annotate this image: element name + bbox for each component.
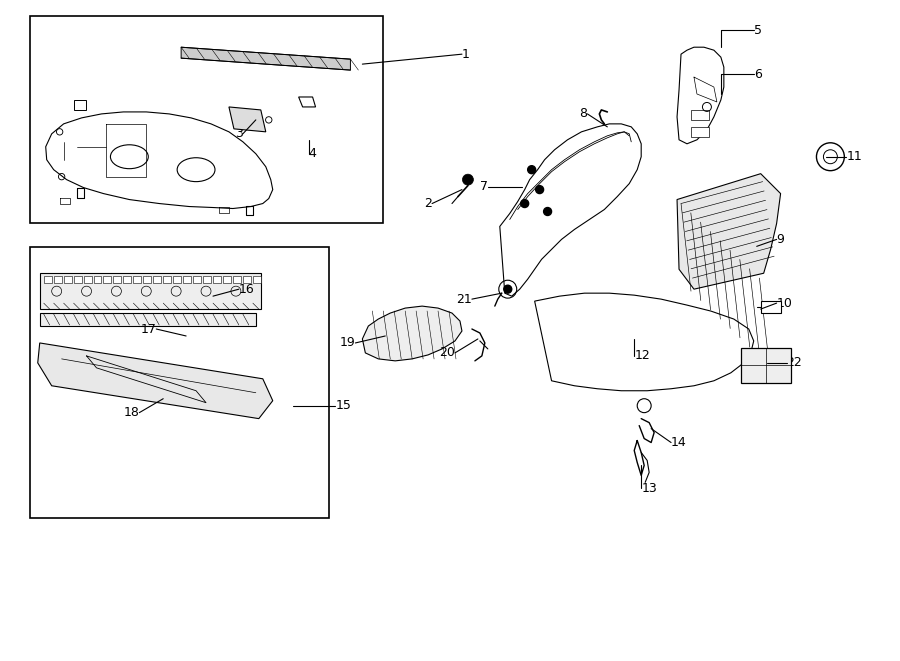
Circle shape: [527, 166, 536, 174]
Polygon shape: [104, 276, 112, 283]
Polygon shape: [299, 97, 316, 107]
Text: 12: 12: [634, 350, 650, 362]
Polygon shape: [38, 343, 273, 418]
Text: 2: 2: [424, 197, 432, 210]
Polygon shape: [40, 313, 256, 326]
Text: 19: 19: [339, 336, 356, 350]
Polygon shape: [94, 276, 102, 283]
Bar: [691, 127, 709, 137]
Circle shape: [463, 174, 473, 185]
Polygon shape: [46, 112, 273, 208]
Polygon shape: [133, 276, 141, 283]
Polygon shape: [223, 276, 231, 283]
Polygon shape: [123, 276, 131, 283]
Circle shape: [544, 208, 552, 215]
Text: 7: 7: [480, 180, 488, 193]
Polygon shape: [183, 276, 191, 283]
Text: 11: 11: [846, 150, 862, 163]
Text: 17: 17: [140, 323, 157, 336]
Polygon shape: [84, 276, 92, 283]
Circle shape: [536, 186, 544, 194]
Bar: [30, 247, 328, 518]
Polygon shape: [181, 47, 350, 70]
Polygon shape: [163, 276, 171, 283]
Polygon shape: [677, 174, 780, 289]
Text: 15: 15: [336, 399, 351, 412]
Text: 18: 18: [123, 406, 140, 419]
Polygon shape: [229, 107, 266, 132]
Polygon shape: [44, 276, 51, 283]
Bar: [691, 110, 709, 120]
Text: 13: 13: [641, 482, 657, 495]
Text: 4: 4: [309, 147, 317, 160]
Text: 1: 1: [462, 48, 470, 61]
Text: 14: 14: [671, 436, 687, 449]
Bar: [760, 301, 780, 313]
Polygon shape: [173, 276, 181, 283]
Polygon shape: [535, 293, 753, 391]
Polygon shape: [143, 276, 151, 283]
Bar: [74, 100, 86, 110]
Polygon shape: [363, 306, 462, 361]
Polygon shape: [153, 276, 161, 283]
Polygon shape: [113, 276, 122, 283]
Polygon shape: [253, 276, 261, 283]
Circle shape: [504, 285, 512, 293]
Text: 5: 5: [753, 24, 761, 37]
Polygon shape: [213, 276, 221, 283]
Polygon shape: [243, 276, 251, 283]
Polygon shape: [203, 276, 211, 283]
Circle shape: [521, 200, 528, 208]
Text: 3: 3: [235, 128, 243, 140]
Polygon shape: [233, 276, 241, 283]
Text: 21: 21: [456, 293, 472, 305]
Text: 20: 20: [439, 346, 455, 360]
Text: 6: 6: [753, 67, 761, 81]
Bar: [30, 17, 383, 223]
Polygon shape: [54, 276, 61, 283]
Polygon shape: [500, 124, 641, 296]
Text: 16: 16: [238, 283, 255, 295]
Text: 22: 22: [787, 356, 802, 369]
Polygon shape: [74, 276, 82, 283]
Polygon shape: [64, 276, 72, 283]
Polygon shape: [40, 273, 261, 309]
Text: 8: 8: [580, 108, 588, 120]
Text: 10: 10: [777, 297, 793, 309]
Polygon shape: [194, 276, 201, 283]
Bar: [741, 348, 790, 383]
Text: 9: 9: [777, 233, 785, 246]
Polygon shape: [677, 47, 724, 144]
